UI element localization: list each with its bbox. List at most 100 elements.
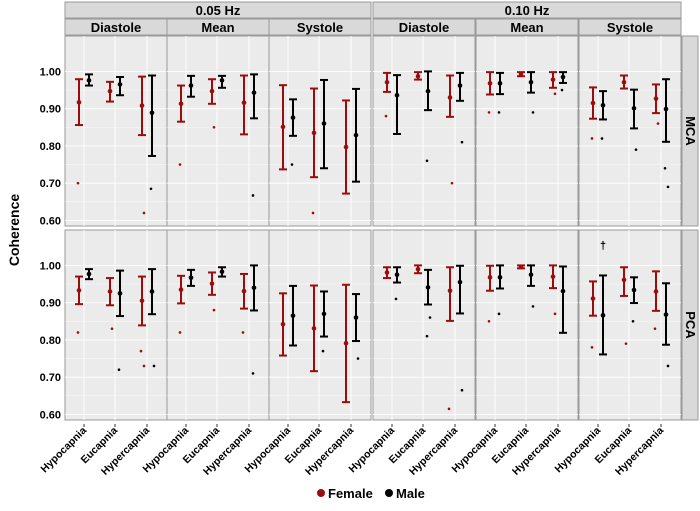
female-mean-point <box>550 274 556 279</box>
female-data-point <box>384 114 388 118</box>
panel-background <box>268 35 372 227</box>
male-mean-point <box>560 288 566 294</box>
female-data-point <box>142 364 146 368</box>
male-data-point <box>321 349 325 353</box>
male-data-point <box>460 140 464 144</box>
male-mean-point <box>528 79 534 85</box>
panel-background <box>475 35 579 227</box>
x-tick-label: Hypocapnia <box>39 425 90 476</box>
female-mean-point <box>415 73 421 79</box>
female-mean-point <box>550 77 556 82</box>
male-mean-point <box>117 82 123 87</box>
female-mean-point <box>107 88 113 94</box>
phase-strip-label: Mean <box>510 20 543 35</box>
frequency-strip <box>372 1 682 19</box>
female-data-point <box>653 327 657 331</box>
female-mean-point <box>384 270 390 275</box>
male-mean-point <box>497 81 503 86</box>
male-mean-point <box>86 271 92 277</box>
phase-strip <box>268 18 372 36</box>
female-data-point <box>656 122 660 125</box>
female-data-point <box>553 92 557 96</box>
male-mean-point <box>425 285 431 290</box>
panel-background <box>268 229 372 421</box>
male-data-point <box>394 297 398 301</box>
y-tick-label: 0.70 <box>40 372 61 384</box>
male-mean-point <box>321 311 327 317</box>
phase-strip-label: Systole <box>297 20 343 35</box>
male-data-point <box>290 163 294 166</box>
panel-background <box>578 35 682 227</box>
male-data-point <box>560 88 564 92</box>
female-mean-point <box>178 101 184 107</box>
male-mean-point <box>663 312 669 317</box>
female-data-point <box>142 211 146 215</box>
y-axis-title: Coherence <box>6 194 22 267</box>
panel-background <box>578 229 682 421</box>
female-mean-point <box>590 296 596 301</box>
female-data-point <box>624 342 628 345</box>
male-mean-point <box>86 78 92 83</box>
male-data-point <box>152 364 156 368</box>
female-data-point <box>212 125 216 129</box>
male-data-point <box>460 388 464 392</box>
legend-female-marker <box>317 489 325 497</box>
female-mean-point <box>178 287 184 292</box>
legend-female-label: Female <box>328 486 373 501</box>
female-data-point <box>450 181 454 185</box>
artery-strip <box>681 229 699 421</box>
female-mean-point <box>343 144 349 150</box>
panel-background <box>372 35 476 227</box>
male-mean-point <box>290 313 296 318</box>
phase-strip-label: Mean <box>201 20 234 35</box>
male-data-point <box>251 372 255 375</box>
female-data-point <box>590 346 594 349</box>
female-data-point <box>139 349 143 353</box>
male-mean-point <box>353 132 359 138</box>
female-data-point <box>76 331 80 334</box>
legend: Female Male <box>317 486 425 501</box>
artery-strip <box>681 35 699 227</box>
male-data-point <box>425 159 429 163</box>
female-mean-point <box>590 100 596 106</box>
female-mean-point <box>209 88 215 94</box>
female-mean-point <box>241 288 247 294</box>
y-tick-label: 0.90 <box>40 298 61 310</box>
female-mean-point <box>209 281 215 286</box>
y-tick-label: 0.60 <box>40 215 61 227</box>
female-mean-point <box>653 96 659 101</box>
y-tick-label: 0.80 <box>40 335 61 347</box>
female-mean-point <box>107 289 113 294</box>
female-mean-point <box>343 340 349 346</box>
male-mean-point <box>321 121 327 126</box>
female-data-point <box>487 111 491 114</box>
y-tick-label: 0.70 <box>40 178 61 190</box>
female-data-point <box>487 319 491 323</box>
female-mean-point <box>653 289 659 294</box>
male-data-point <box>428 316 432 319</box>
female-mean-point <box>621 79 627 85</box>
female-mean-point <box>241 100 247 105</box>
male-mean-point <box>117 291 123 296</box>
male-data-point <box>497 111 501 114</box>
female-mean-point <box>280 321 286 327</box>
female-data-point <box>241 331 245 334</box>
male-data-point <box>251 194 255 197</box>
female-mean-point <box>139 298 145 304</box>
male-data-point <box>356 357 360 360</box>
male-mean-point <box>188 275 194 280</box>
male-data-point <box>531 305 535 308</box>
female-mean-point <box>139 103 145 108</box>
male-mean-point <box>290 115 296 120</box>
y-tick-label: 1.00 <box>40 66 61 78</box>
male-mean-point <box>497 275 503 280</box>
female-data-point <box>178 331 182 334</box>
frequency-strip <box>64 1 372 19</box>
phase-strip <box>372 18 476 36</box>
male-mean-point <box>631 105 637 111</box>
panel-background <box>64 229 168 421</box>
female-mean-point <box>311 130 317 136</box>
phase-strip <box>475 18 579 36</box>
female-data-point <box>553 312 557 316</box>
female-data-point <box>311 211 315 215</box>
